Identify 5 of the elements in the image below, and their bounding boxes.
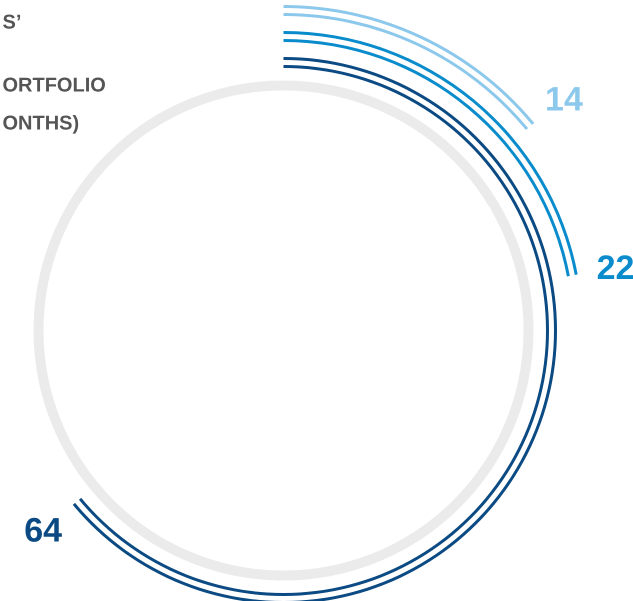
data-label: 64	[24, 511, 62, 550]
text: ORTFOLIO	[2, 74, 106, 96]
text: ONTHS)	[2, 112, 80, 134]
text: S’	[2, 12, 22, 34]
data-label: 14	[545, 80, 583, 118]
